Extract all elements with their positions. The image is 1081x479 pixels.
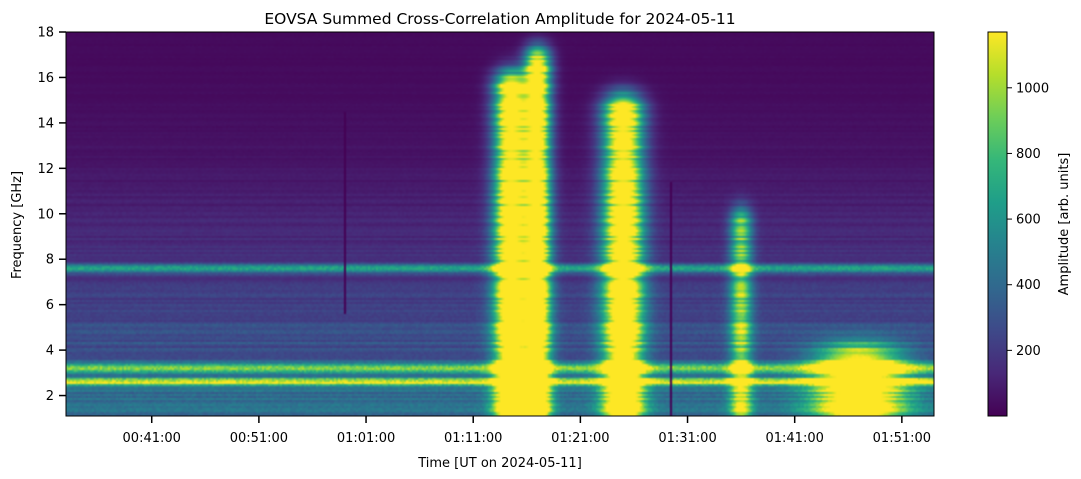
- y-axis-label: Frequency [GHz]: [10, 171, 25, 279]
- y-tick-label: 12: [37, 162, 54, 177]
- x-tick-label: 00:41:00: [123, 431, 181, 446]
- colorbar-tick-label: 600: [1016, 213, 1041, 228]
- y-tick-label: 4: [46, 344, 54, 359]
- y-tick-label: 2: [46, 389, 54, 404]
- x-tick-label: 01:21:00: [551, 431, 609, 446]
- spectrogram-heatmap: [66, 32, 934, 416]
- colorbar-tick-label: 200: [1016, 344, 1041, 359]
- y-axis-ticks: 2 4 6 8 10 12 14 16 18: [37, 26, 66, 404]
- plot-area: [65, 31, 935, 417]
- y-tick-label: 16: [37, 71, 54, 86]
- colorbar-tick-label: 800: [1016, 147, 1041, 162]
- colorbar-ticks: 200 400 600 800 1000: [1007, 81, 1049, 359]
- x-axis-ticks: 00:41:00 00:51:00 01:01:00 01:11:00 01:21:00…: [123, 416, 931, 446]
- colorbar-tick-label: 1000: [1016, 81, 1049, 96]
- plot-frame: [65, 31, 935, 417]
- x-tick-label: 01:51:00: [873, 431, 931, 446]
- y-tick-label: 8: [46, 253, 54, 268]
- x-tick-label: 01:31:00: [658, 431, 716, 446]
- y-tick-label: 14: [37, 116, 54, 131]
- y-tick-label: 10: [37, 207, 54, 222]
- colorbar: [987, 31, 1008, 417]
- y-tick-label: 18: [37, 26, 54, 41]
- x-tick-label: 01:41:00: [765, 431, 823, 446]
- chart-title: EOVSA Summed Cross-Correlation Amplitude…: [264, 10, 735, 28]
- x-axis-label: Time [UT on 2024-05-11]: [417, 456, 582, 471]
- y-tick-label: 6: [46, 298, 54, 313]
- x-tick-label: 01:11:00: [444, 431, 502, 446]
- colorbar-label: Amplitude [arb. units]: [1057, 153, 1072, 296]
- x-tick-label: 00:51:00: [230, 431, 288, 446]
- colorbar-tick-label: 400: [1016, 278, 1041, 293]
- x-tick-label: 01:01:00: [337, 431, 395, 446]
- colorbar-scale: [987, 31, 1008, 417]
